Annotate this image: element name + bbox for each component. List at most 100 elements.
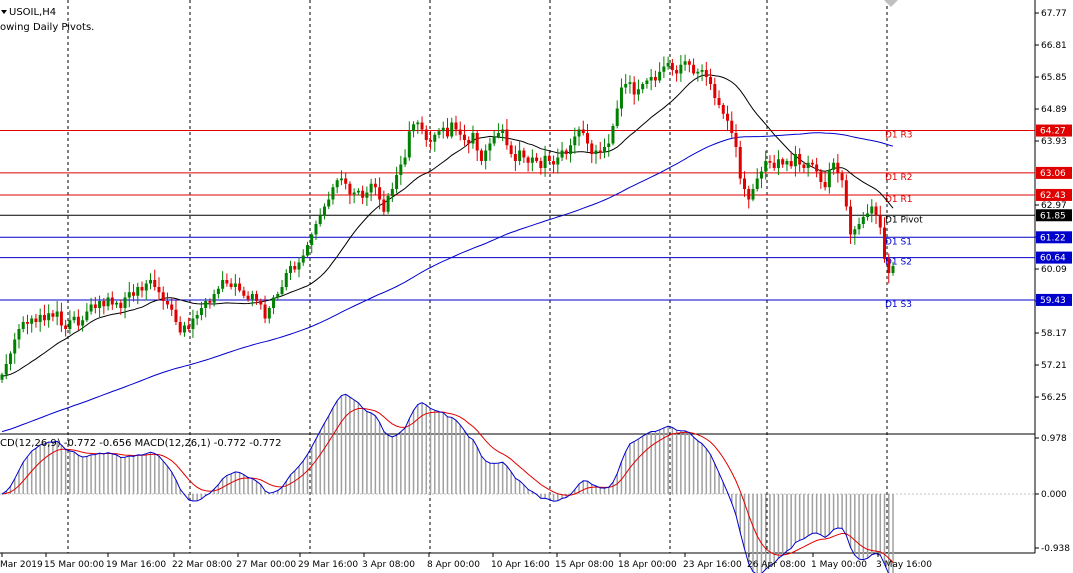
symbol-dropdown-arrow-icon[interactable] [1,10,7,14]
time-tick-label: Mar 2019 [0,560,43,570]
candle-body [488,143,492,151]
candle-body [836,162,840,174]
candle-body [149,280,152,284]
candle-body [208,301,212,303]
candle-body [412,124,416,132]
pivot-price-tag [1036,251,1072,264]
candle-body [47,313,51,321]
candle-body [891,266,895,273]
candle-body [437,131,441,135]
pivot-price-tag [1036,124,1072,137]
candle-body [140,287,144,291]
candle-body [81,320,85,326]
candle-body [827,169,831,188]
candle-body [199,308,203,315]
candle-body [132,292,136,296]
time-tick-label: 29 Mar 16:00 [298,560,358,570]
candle-body [509,145,513,154]
candle-body [849,206,853,235]
pivot-price-tag-label: 59.43 [1040,296,1066,306]
candle-body [157,287,161,293]
candle-body [25,322,29,324]
candle-body [696,71,700,74]
candle-body [522,150,526,158]
candle-body [870,206,874,214]
candle-body [386,196,390,212]
candle-body [102,301,106,307]
candle-body [789,161,793,167]
macd-subwindow[interactable] [0,393,1035,573]
candle-body [866,213,870,217]
candle-body [496,133,500,137]
pivot-label: D1 S3 [885,300,912,310]
candle-body [373,183,377,188]
pivot-price-tag-label: 62.43 [1040,191,1066,201]
candle-body [450,122,454,137]
candle-body [853,229,857,235]
candle-body [539,161,543,168]
candle-body [344,178,348,184]
candle-body [297,262,301,270]
candle-body [832,162,836,170]
candle-body [802,164,806,168]
candle-body [119,302,123,308]
chart-shift-marker-icon[interactable] [884,0,898,7]
time-axis[interactable]: Mar 2019 15 Mar 00:00 19 Mar 16:00 22 Mar 0… [0,553,932,570]
time-tick-label: 3 Apr 08:00 [362,560,415,570]
candle-body [501,129,505,133]
moving-averages [1,74,894,433]
macd-main-line [1,393,889,573]
candle-body [348,183,352,195]
candle-body [229,283,233,287]
candle-body [238,283,242,291]
candle-body [462,134,466,140]
candle-body [110,297,114,305]
pivot-price-tag-label: 61.22 [1040,233,1066,243]
candle-body [636,89,640,95]
candle-body [153,280,157,287]
candle-body [195,315,199,319]
candle-body [776,159,780,168]
candle-body [861,217,865,224]
candle-body [161,292,165,301]
candle-body [331,187,335,200]
candle-body [225,280,229,284]
candle-body [289,266,293,273]
candle-body [823,182,827,188]
candle-body [857,224,861,230]
pivot-price-tag-label: 64.27 [1040,127,1066,137]
candle-body [263,304,267,319]
pivot-price-tag [1036,209,1072,222]
candle-body [547,155,551,161]
candle-body [42,315,46,321]
candle-body [768,161,772,163]
candle-body [878,215,882,228]
chart-symbol-title: USOIL,H4 [9,7,56,18]
candle-body [607,143,611,147]
time-tick-label: 18 Apr 00:00 [618,560,677,570]
candle-body [378,187,382,200]
candle-body [874,206,878,216]
time-tick-label: 22 Mar 08:00 [172,560,232,570]
candle-body [165,301,169,305]
candle-body [106,297,110,307]
candle-body [569,145,573,154]
candle-body [267,308,271,319]
candle-body [123,297,127,308]
candle-body [700,70,704,72]
price-axis[interactable]: 67.7766.8165.8564.8963.9362.9761.0560.09… [1035,9,1072,554]
candle-body [641,84,645,90]
candle-body [441,127,445,132]
candle-body [407,131,411,158]
candle-body [399,164,403,175]
ma-fast-line [1,74,894,377]
time-tick-label: 19 Mar 16:00 [106,560,166,570]
pivot-label: D1 R3 [885,131,913,141]
price-tick-label: 58.17 [1041,329,1067,339]
candle-body [759,171,763,179]
price-tick-label: 60.09 [1041,265,1067,275]
candle-body [4,364,8,375]
candle-body [369,183,373,193]
